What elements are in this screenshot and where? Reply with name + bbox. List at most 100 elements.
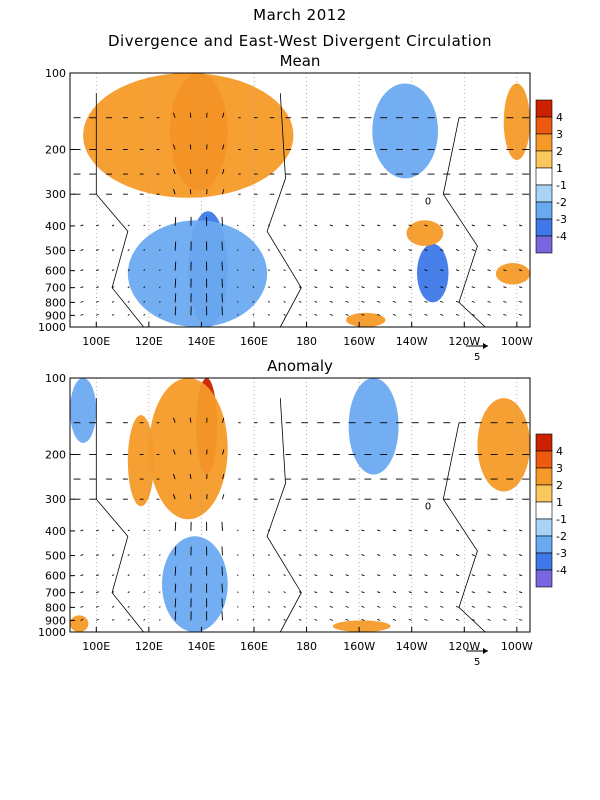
y-tick-label: 400 xyxy=(45,525,66,538)
vector-arrow-140 xyxy=(455,224,460,227)
vector-arrow-254 xyxy=(424,605,428,608)
colorbar-label: 4 xyxy=(556,445,563,458)
vector-arrow-243 xyxy=(252,301,255,303)
vector-arrow-215 xyxy=(267,286,271,289)
vector-arrow-261 xyxy=(80,313,84,316)
y-tick-label: 900 xyxy=(45,614,66,627)
vector-arrow-117 xyxy=(96,529,99,532)
vector-arrow-133 xyxy=(345,224,349,227)
plot-area: 0 xyxy=(70,378,530,632)
divergence-region-6 xyxy=(346,312,386,327)
y-tick-label: 300 xyxy=(45,493,66,506)
vector-arrow-251 xyxy=(377,300,381,303)
colorbar: 4 3 2 1 -1 -2 -3 -4 xyxy=(535,433,567,588)
vector-arrow-253 xyxy=(408,300,412,303)
vector-arrow-235 xyxy=(127,300,130,303)
vector-arrow-186 xyxy=(267,269,271,272)
vector-arrow-127 xyxy=(252,529,255,532)
vector-arrow-258 xyxy=(487,300,491,303)
vector-arrow-129 xyxy=(283,529,286,532)
colorbar-label: -2 xyxy=(556,196,567,209)
vector-arrow-201 xyxy=(503,574,507,577)
vector-arrow-266 xyxy=(159,314,161,316)
vector-arrow-286 xyxy=(471,618,475,621)
vector-arrow-134 xyxy=(361,529,365,532)
vector-arrow-242 xyxy=(237,606,239,608)
vector-arrow-222 xyxy=(377,286,381,289)
colorbar-label: 1 xyxy=(556,162,563,175)
vector-arrow-130 xyxy=(298,529,302,532)
vector-arrow-203 xyxy=(80,591,84,594)
colorbar-swatch xyxy=(535,569,553,588)
figure-subtitle: Divergence and East-West Divergent Circu… xyxy=(108,32,492,50)
vector-arrow-164 xyxy=(377,249,381,251)
vector-arrow-192 xyxy=(361,574,365,577)
vector-arrow-202 xyxy=(518,269,523,272)
vector-arrow-131 xyxy=(314,529,318,532)
vector-arrow-267 xyxy=(174,306,177,316)
vector-arrow-148 xyxy=(127,554,130,556)
x-tick-label: 100E xyxy=(82,335,110,348)
vector-arrow-67 xyxy=(222,168,225,175)
colorbar-swatch xyxy=(535,167,553,186)
vector-arrow-163 xyxy=(361,249,365,251)
vector-arrow-196 xyxy=(424,269,428,272)
vector-arrow-201 xyxy=(503,269,507,272)
vector-arrow-174 xyxy=(80,269,84,272)
vector-arrow-135 xyxy=(377,224,381,227)
vector-arrow-200 xyxy=(487,269,491,272)
vector-arrow-165 xyxy=(392,554,397,556)
vector-arrow-265 xyxy=(143,314,146,316)
vector-arrow-216 xyxy=(283,286,286,289)
x-tick-label: 160E xyxy=(240,335,268,348)
vector-arrow-278 xyxy=(345,618,349,621)
y-tick-label: 500 xyxy=(45,550,66,563)
vector-arrow-6 xyxy=(172,417,176,423)
vector-arrow-259 xyxy=(503,605,507,608)
vector-arrow-257 xyxy=(471,605,475,608)
vector-arrow-285 xyxy=(455,618,460,621)
vector-arrow-282 xyxy=(408,313,412,316)
divergence-region-2 xyxy=(372,83,438,179)
vector-arrow-141 xyxy=(471,224,475,227)
vector-arrow-172 xyxy=(503,249,507,251)
vector-arrow-259 xyxy=(503,300,507,303)
vector-arrow-126 xyxy=(237,529,239,532)
vector-arrow-135 xyxy=(377,529,381,532)
vector-arrow-230 xyxy=(503,591,507,594)
vector-arrow-196 xyxy=(424,574,428,577)
vector-arrow-36 xyxy=(189,144,192,150)
vector-arrow-93 xyxy=(172,494,176,500)
colorbar: 4 3 2 1 -1 -2 -3 -4 xyxy=(535,99,567,254)
colorbar-swatch xyxy=(535,433,553,452)
vector-arrow-249 xyxy=(345,605,349,608)
vector-arrow-9 xyxy=(222,112,225,118)
vector-arrow-142 xyxy=(487,224,491,227)
vector-arrow-257 xyxy=(471,300,475,303)
vector-field xyxy=(73,417,530,621)
vector-arrow-255 xyxy=(440,300,444,303)
vector-arrow-151 xyxy=(174,241,177,251)
vector-arrow-35 xyxy=(172,449,176,455)
vector-arrow-204 xyxy=(96,286,99,289)
vector-arrow-141 xyxy=(471,529,475,532)
y-tick-label: 800 xyxy=(45,296,66,309)
vector-arrow-184 xyxy=(237,269,239,271)
vector-arrow-150 xyxy=(159,554,161,556)
vector-arrow-221 xyxy=(361,591,365,594)
vector-arrow-191 xyxy=(345,574,349,577)
x-tick-label: 120W xyxy=(448,335,480,348)
vector-arrow-144 xyxy=(518,224,523,227)
vector-arrow-93 xyxy=(172,189,176,195)
vector-arrow-35 xyxy=(172,144,176,150)
vector-arrow-179 xyxy=(159,269,161,271)
vector-arrow-145 xyxy=(80,249,84,251)
vector-arrow-248 xyxy=(329,300,333,303)
vector-arrow-275 xyxy=(298,618,302,621)
vector-arrow-162 xyxy=(345,249,349,251)
vector-arrow-173 xyxy=(518,554,523,556)
vector-arrow-272 xyxy=(252,314,255,316)
x-tick-label: 160W xyxy=(343,640,375,653)
vector-arrow-232 xyxy=(80,605,84,608)
